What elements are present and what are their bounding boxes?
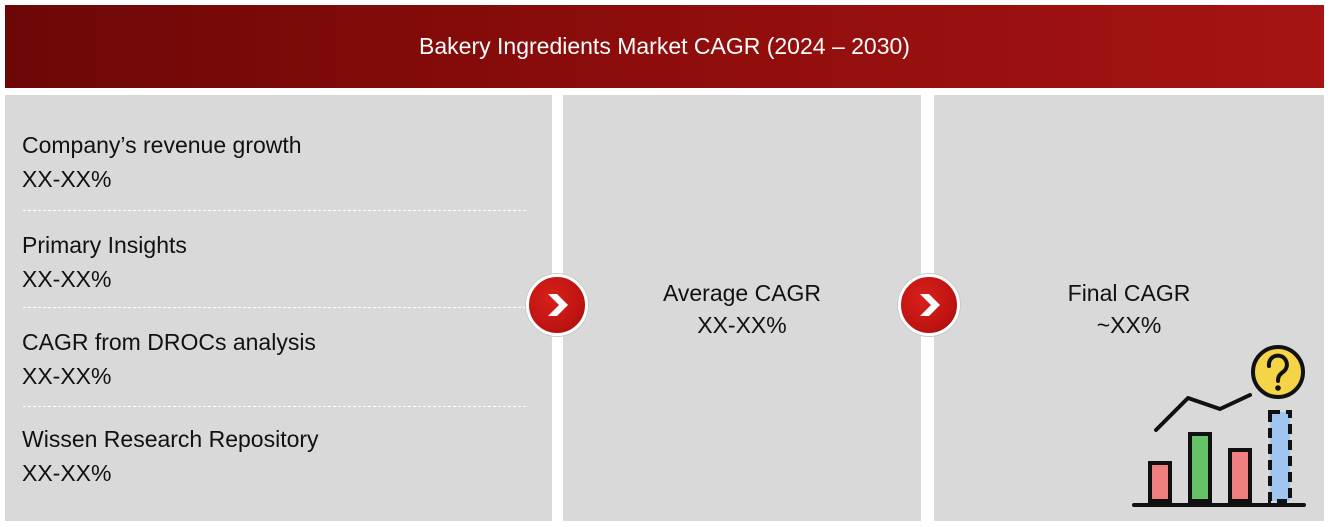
header-title: Bakery Ingredients Market CAGR (2024 – 2…	[419, 33, 910, 59]
bar-chart-question-icon	[1132, 345, 1306, 507]
question-icon	[1251, 345, 1305, 399]
average-panel: Average CAGR XX-XX%	[563, 95, 921, 521]
item-value: XX-XX%	[22, 363, 112, 389]
item-value: XX-XX%	[22, 266, 112, 292]
trend-line	[1154, 393, 1252, 432]
item-label: CAGR from DROCs analysis	[22, 329, 316, 355]
divider	[23, 210, 526, 211]
bar	[1148, 461, 1172, 503]
chevron-right-icon	[898, 274, 960, 336]
item-label: Primary Insights	[22, 232, 187, 258]
final-cagr-block: Final CAGR ~XX%	[934, 277, 1324, 341]
divider	[23, 307, 526, 308]
header-banner: Bakery Ingredients Market CAGR (2024 – 2…	[5, 5, 1324, 88]
bar	[1268, 410, 1292, 503]
list-item: Primary Insights XX-XX%	[22, 228, 187, 296]
final-cagr-label: Final CAGR	[1067, 280, 1191, 306]
inputs-panel: Company’s revenue growth XX-XX% Primary …	[5, 95, 552, 521]
average-cagr-block: Average CAGR XX-XX%	[563, 277, 921, 341]
final-cagr-value: ~XX%	[1096, 312, 1162, 338]
item-label: Company’s revenue growth	[22, 132, 302, 158]
list-item: Company’s revenue growth XX-XX%	[22, 128, 302, 196]
item-label: Wissen Research Repository	[22, 426, 319, 452]
list-item: CAGR from DROCs analysis XX-XX%	[22, 325, 316, 393]
final-panel: Final CAGR ~XX%	[934, 95, 1324, 521]
item-value: XX-XX%	[22, 460, 112, 486]
bar	[1228, 448, 1252, 503]
average-cagr-value: XX-XX%	[697, 312, 787, 338]
item-value: XX-XX%	[22, 166, 112, 192]
list-item: Wissen Research Repository XX-XX%	[22, 422, 319, 490]
bar	[1188, 432, 1212, 503]
chevron-right-icon	[526, 274, 588, 336]
average-cagr-label: Average CAGR	[662, 280, 822, 306]
divider	[23, 406, 526, 407]
